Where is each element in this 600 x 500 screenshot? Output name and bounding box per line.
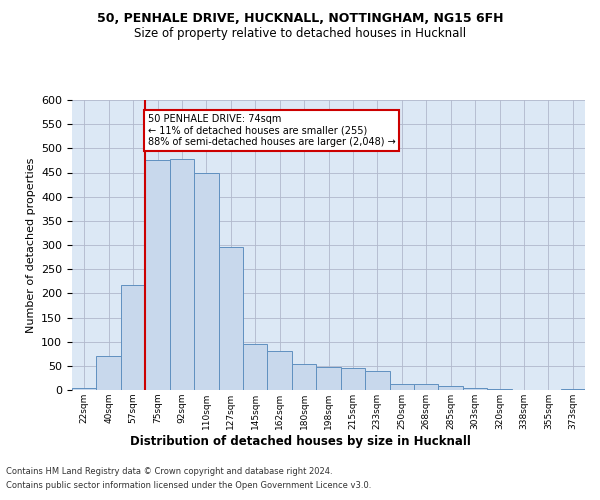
Bar [365, 370, 389, 390]
Bar [439, 386, 463, 390]
Bar [316, 368, 341, 390]
Bar [218, 248, 243, 390]
Bar [121, 284, 145, 390]
Bar [268, 352, 292, 390]
Bar [145, 160, 170, 390]
Bar [487, 389, 512, 390]
Bar [170, 159, 194, 390]
Text: Contains HM Land Registry data © Crown copyright and database right 2024.: Contains HM Land Registry data © Crown c… [6, 468, 332, 476]
Bar [560, 389, 585, 390]
Bar [341, 368, 365, 390]
Bar [463, 388, 487, 390]
Text: 50, PENHALE DRIVE, HUCKNALL, NOTTINGHAM, NG15 6FH: 50, PENHALE DRIVE, HUCKNALL, NOTTINGHAM,… [97, 12, 503, 26]
Bar [243, 344, 268, 390]
Text: Distribution of detached houses by size in Hucknall: Distribution of detached houses by size … [130, 435, 470, 448]
Text: Size of property relative to detached houses in Hucknall: Size of property relative to detached ho… [134, 28, 466, 40]
Bar [389, 384, 414, 390]
Bar [97, 356, 121, 390]
Text: 50 PENHALE DRIVE: 74sqm
← 11% of detached houses are smaller (255)
88% of semi-d: 50 PENHALE DRIVE: 74sqm ← 11% of detache… [148, 114, 395, 146]
Bar [72, 388, 97, 390]
Text: Contains public sector information licensed under the Open Government Licence v3: Contains public sector information licen… [6, 481, 371, 490]
Bar [414, 384, 439, 390]
Bar [194, 172, 218, 390]
Bar [292, 364, 316, 390]
Y-axis label: Number of detached properties: Number of detached properties [26, 158, 35, 332]
